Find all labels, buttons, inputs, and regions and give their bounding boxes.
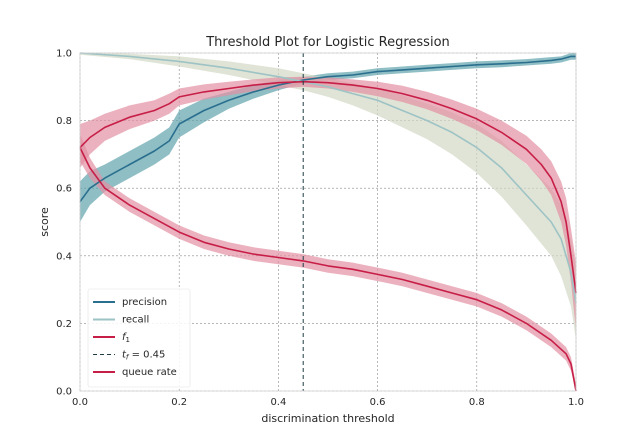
x-tick-label: 0.4 xyxy=(270,397,286,408)
legend-label-threshold: tf = 0.45 xyxy=(122,350,165,362)
legend-label-queue-rate: queue rate xyxy=(122,367,177,378)
y-tick-label: 0.0 xyxy=(56,387,72,398)
y-tick-label: 0.8 xyxy=(56,116,72,127)
queue-rate-line xyxy=(79,147,577,392)
precision-band xyxy=(80,53,576,222)
y-tick-label: 0.6 xyxy=(56,184,72,195)
x-tick-label: 0.6 xyxy=(370,397,386,408)
x-tick-label: 0.2 xyxy=(171,397,187,408)
y-axis-label: score xyxy=(38,207,51,237)
recall-line xyxy=(79,52,577,304)
legend-label-f1: f1 xyxy=(122,332,130,344)
x-tick-label: 0.8 xyxy=(469,397,485,408)
queue-rate-band xyxy=(80,134,576,391)
threshold-marker xyxy=(79,52,577,392)
f1-line xyxy=(79,80,577,294)
precision-line xyxy=(79,55,576,203)
recall-band xyxy=(80,53,576,341)
legend: precision recall f1 tf = 0.45 queue rate xyxy=(87,288,191,388)
x-axis-label: discrimination threshold xyxy=(261,412,394,425)
y-tick-label: 0.2 xyxy=(56,319,72,330)
x-tick-label: 0.0 xyxy=(72,397,88,408)
series-lines xyxy=(79,52,577,392)
y-tick-label: 1.0 xyxy=(56,49,72,60)
y-tick-label: 0.4 xyxy=(56,251,72,262)
confidence-bands xyxy=(80,53,576,391)
chart-title: Threshold Plot for Logistic Regression xyxy=(205,35,450,50)
x-tick-label: 1.0 xyxy=(568,397,584,408)
plot-frame xyxy=(79,52,577,392)
legend-box xyxy=(87,288,191,388)
legend-label-precision: precision xyxy=(122,297,167,308)
legend-label-recall: recall xyxy=(122,315,149,326)
tick-labels: 0.0 0.2 0.4 0.6 0.8 1.0 0.0 0.2 0.4 0.6 0.8 1.0 xyxy=(56,49,584,409)
